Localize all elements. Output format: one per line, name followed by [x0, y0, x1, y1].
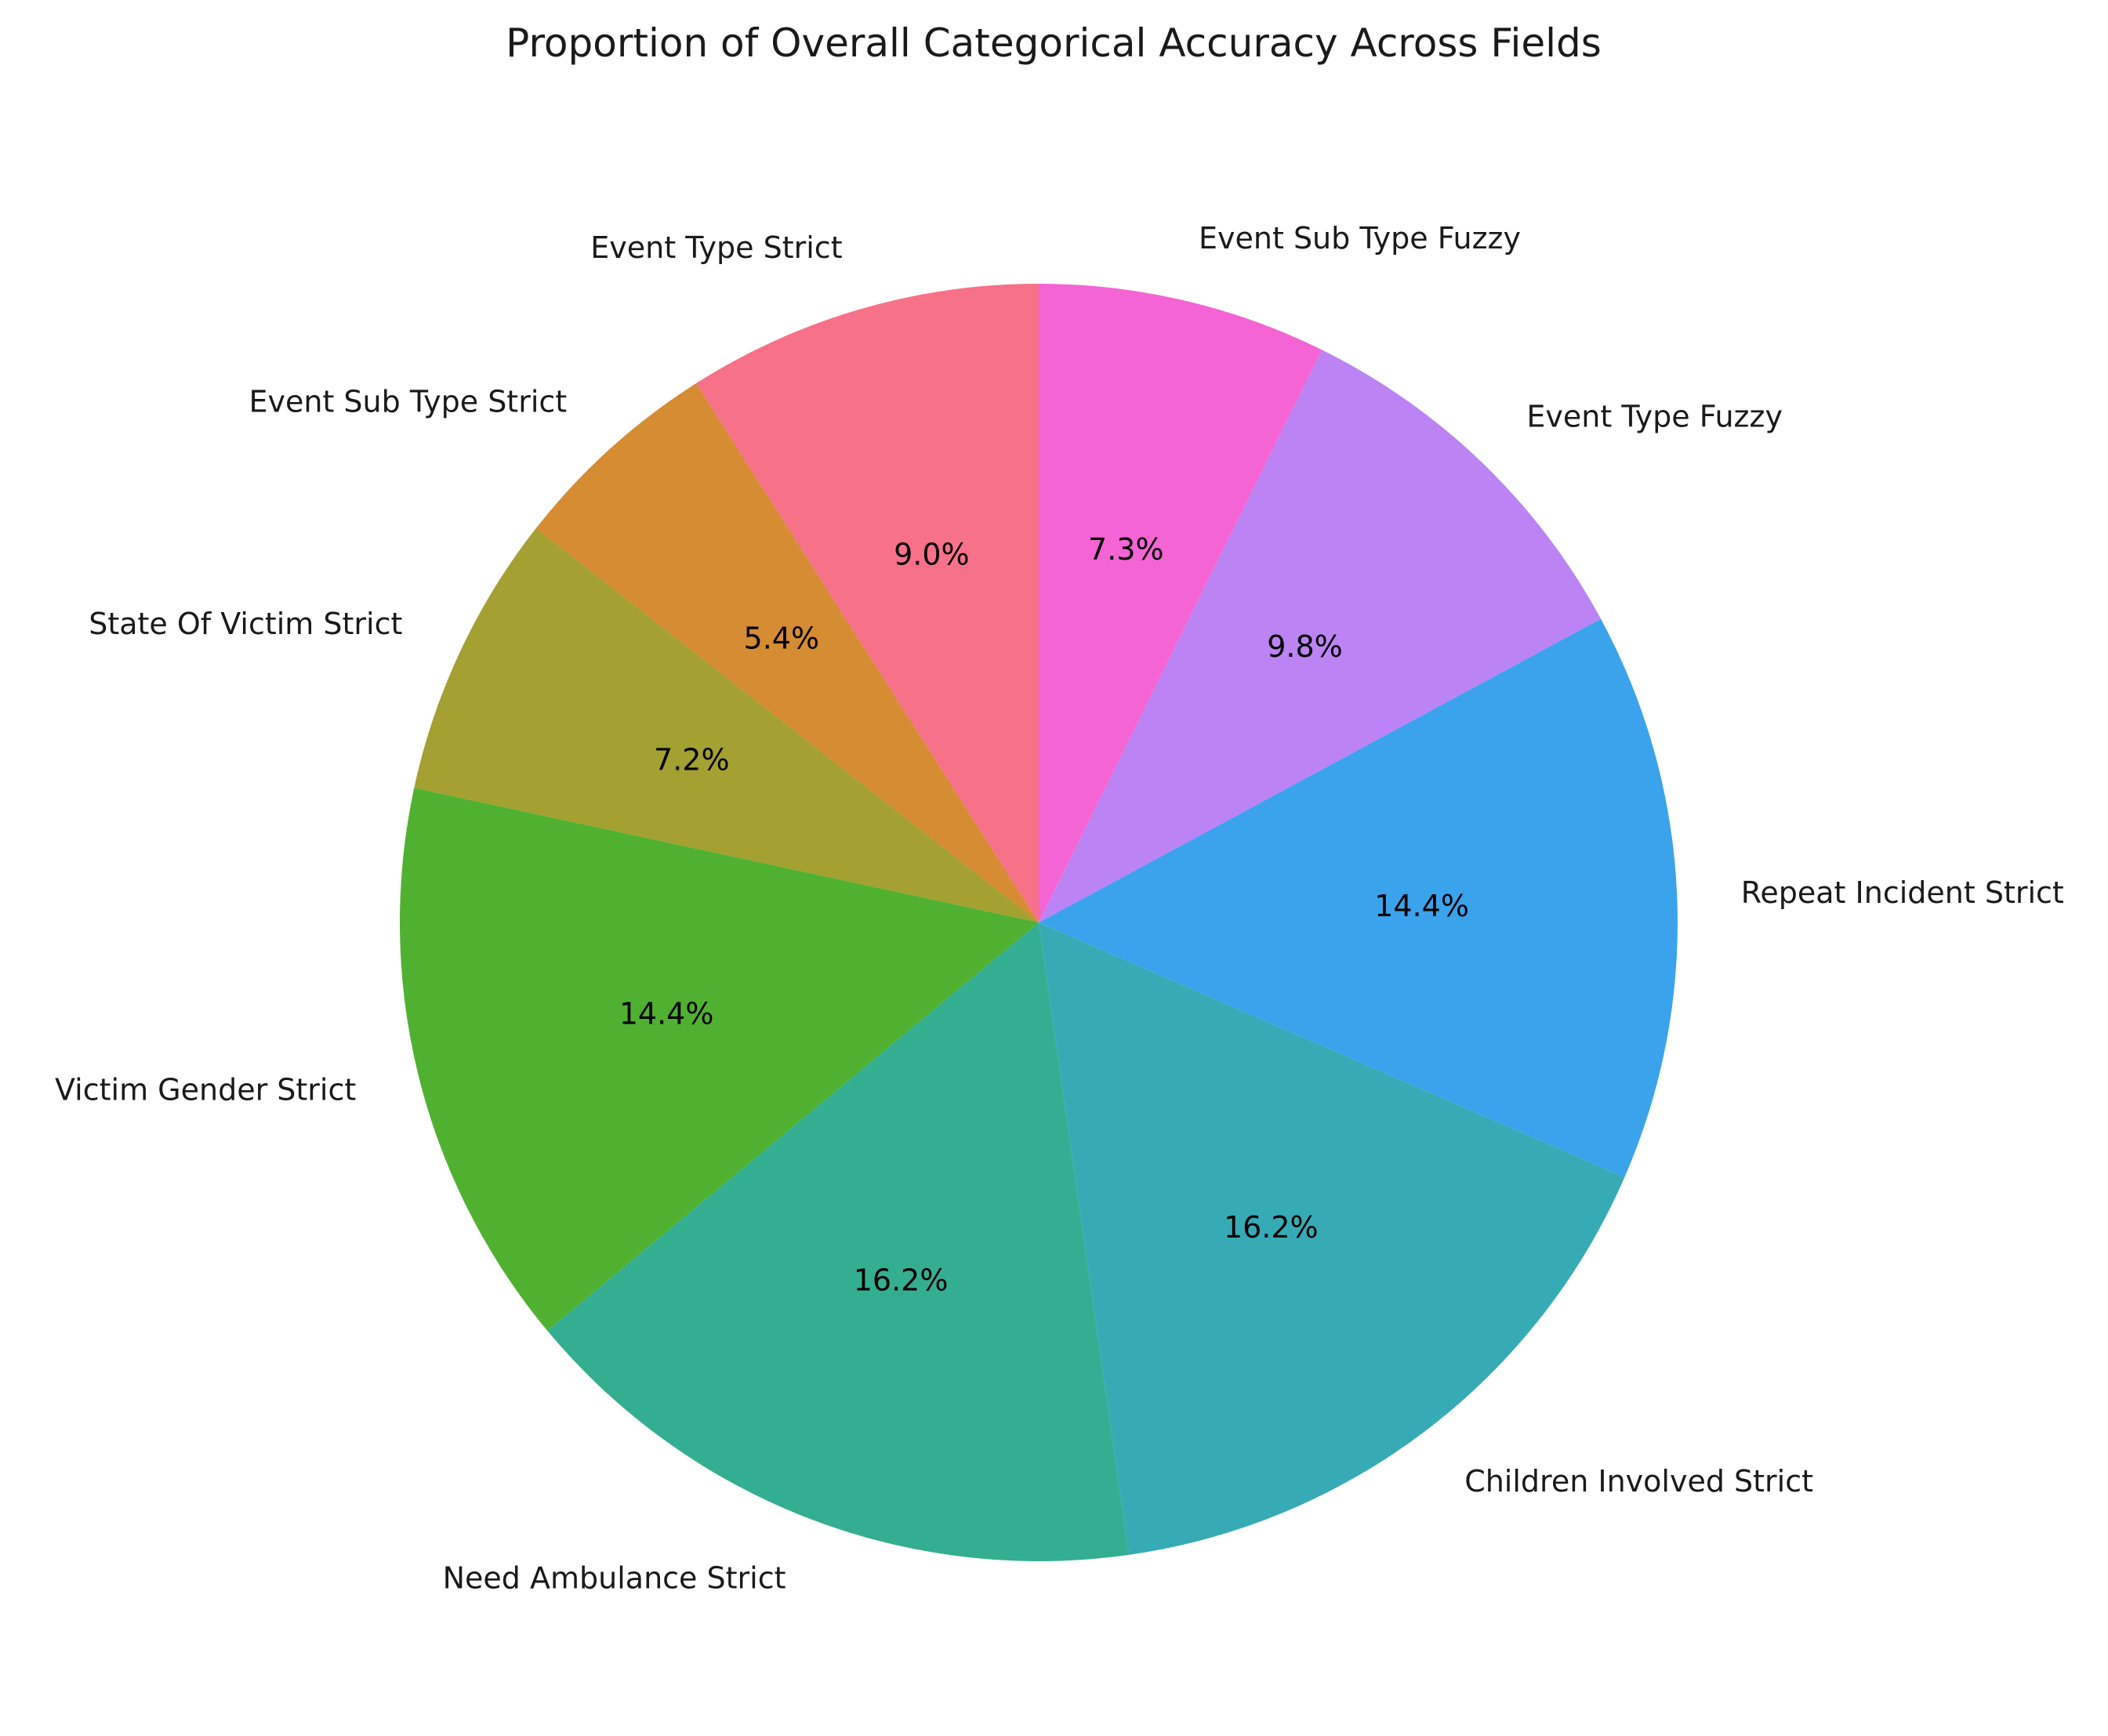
pie-slice-event-sub-type-strict [535, 383, 1039, 922]
pie-slice-repeat-incident-strict [1039, 618, 1678, 1178]
category-label-children-involved-strict: Children Involved Strict [1464, 1464, 1813, 1499]
pct-label-event-type-fuzzy: 9.8% [1267, 629, 1343, 664]
category-label-state-of-victim-strict: State Of Victim Strict [89, 607, 402, 641]
category-label-repeat-incident-strict: Repeat Incident Strict [1741, 875, 2064, 910]
pct-label-event-type-strict: 9.0% [894, 538, 970, 572]
pct-label-victim-gender-strict: 14.4% [619, 997, 714, 1031]
pct-label-state-of-victim-strict: 7.2% [654, 742, 730, 777]
pie-slice-victim-gender-strict [399, 788, 1039, 1331]
pct-label-event-sub-type-strict: 5.4% [744, 622, 820, 656]
pct-label-event-sub-type-fuzzy: 7.3% [1088, 532, 1164, 567]
category-label-victim-gender-strict: Victim Gender Strict [55, 1073, 356, 1107]
category-label-need-ambulance-strict: Need Ambulance Strict [443, 1561, 786, 1596]
pie-slice-need-ambulance-strict [547, 922, 1129, 1561]
category-label-event-sub-type-strict: Event Sub Type Strict [249, 385, 567, 419]
category-label-event-type-strict: Event Type Strict [590, 230, 842, 265]
pie-slice-event-type-strict [695, 284, 1039, 922]
pie-slice-state-of-victim-strict [414, 528, 1039, 922]
pie-slice-children-involved-strict [1039, 922, 1625, 1555]
category-label-event-type-fuzzy: Event Type Fuzzy [1526, 400, 1783, 434]
pie-slice-event-sub-type-fuzzy [1039, 284, 1322, 922]
pie-slice-event-type-fuzzy [1039, 350, 1602, 922]
pct-label-children-involved-strict: 16.2% [1224, 1210, 1319, 1245]
pct-label-need-ambulance-strict: 16.2% [854, 1263, 949, 1297]
pct-label-repeat-incident-strict: 14.4% [1374, 889, 1469, 923]
category-label-event-sub-type-fuzzy: Event Sub Type Fuzzy [1199, 221, 1521, 256]
percentage-labels: 9.0% 5.4% 7.2% 14.4% 16.2% 16.2% 14.4% 9.8% 7.3% [619, 532, 1469, 1298]
chart-title: Proportion of Overall Categorical Accura… [506, 20, 1602, 66]
pie-slices [399, 284, 1678, 1561]
category-labels: Event Type Strict Event Sub Type Strict St… [55, 221, 2064, 1596]
